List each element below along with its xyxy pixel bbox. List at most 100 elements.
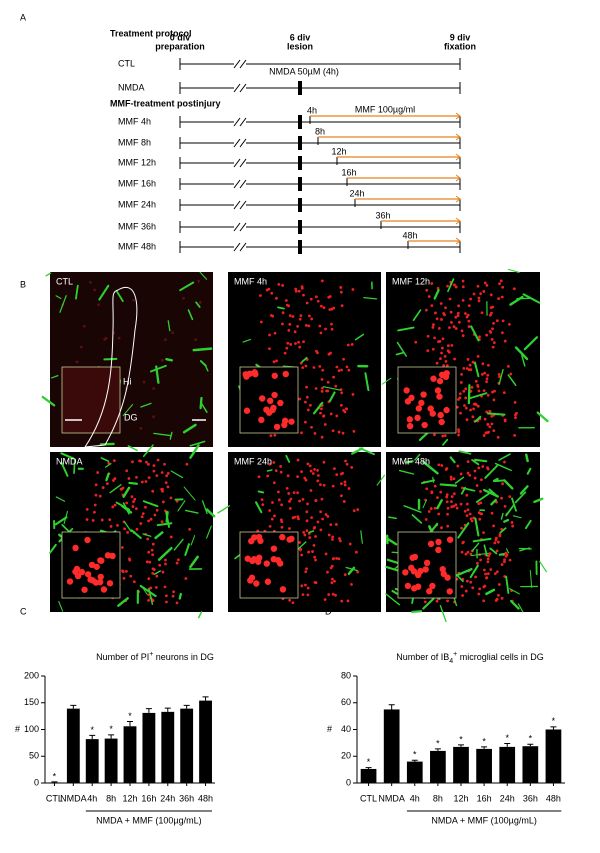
red-cell bbox=[446, 599, 450, 603]
image-label: MMF 48h bbox=[392, 456, 430, 466]
red-cell bbox=[450, 321, 453, 324]
x-tick-label: 4h bbox=[410, 793, 420, 803]
inset-cell bbox=[446, 588, 453, 595]
red-cell bbox=[321, 368, 325, 372]
green-cell bbox=[436, 499, 443, 510]
red-cell bbox=[125, 570, 128, 573]
red-cell bbox=[465, 514, 469, 517]
green-cell bbox=[98, 284, 110, 301]
red-cell bbox=[464, 312, 467, 315]
inset-cell bbox=[422, 566, 429, 573]
lesion-bar bbox=[298, 156, 302, 170]
red-cell bbox=[439, 490, 443, 494]
red-cell bbox=[454, 503, 458, 507]
red-cell bbox=[485, 410, 489, 414]
red-cell bbox=[304, 364, 308, 368]
line bbox=[233, 83, 241, 93]
green-cell bbox=[485, 588, 496, 596]
red-cell bbox=[497, 372, 501, 376]
red-cell bbox=[94, 493, 98, 497]
green-cell bbox=[505, 575, 510, 594]
inset-cell bbox=[100, 586, 108, 593]
red-cell bbox=[85, 518, 89, 521]
green-cell bbox=[433, 288, 440, 300]
red-cell bbox=[184, 577, 188, 580]
green-cell bbox=[199, 401, 208, 413]
red-cell bbox=[147, 550, 151, 554]
green-cell bbox=[514, 346, 529, 361]
red-cell bbox=[440, 351, 443, 355]
inset-cell bbox=[270, 404, 277, 412]
red-cell bbox=[304, 583, 307, 587]
green-cell bbox=[403, 505, 422, 513]
red-cell bbox=[288, 507, 292, 510]
red-cell bbox=[309, 489, 313, 492]
arrow-head bbox=[455, 153, 461, 161]
red-cell bbox=[490, 337, 494, 341]
green-cell bbox=[524, 519, 532, 530]
red-cell bbox=[307, 324, 311, 328]
red-cell bbox=[488, 409, 492, 413]
green-cell bbox=[519, 485, 529, 495]
red-cell bbox=[467, 304, 471, 308]
inset-cell bbox=[253, 580, 260, 587]
green-cell bbox=[503, 479, 514, 490]
red-cell bbox=[146, 537, 150, 541]
bar bbox=[360, 768, 377, 783]
significance: * bbox=[90, 725, 94, 735]
inset-cell bbox=[257, 537, 264, 545]
red-cell bbox=[486, 560, 490, 564]
inset-cell bbox=[267, 397, 274, 404]
red-cell bbox=[498, 375, 501, 379]
red-cell bbox=[498, 533, 502, 536]
inset-cell bbox=[84, 536, 91, 544]
y-tick-label: 0 bbox=[346, 777, 351, 787]
mmf-delay: 12h bbox=[331, 146, 346, 156]
green-cell bbox=[242, 338, 252, 343]
red-cell bbox=[169, 535, 173, 539]
red-cell bbox=[490, 511, 494, 515]
red-cell bbox=[493, 541, 497, 545]
image-label: MMF 4h bbox=[234, 276, 267, 286]
green-cell bbox=[469, 564, 479, 579]
red-cell bbox=[298, 541, 302, 544]
red-cell bbox=[194, 338, 198, 342]
inset-cell bbox=[73, 565, 81, 573]
red-cell bbox=[305, 510, 309, 514]
green-cell bbox=[165, 510, 169, 523]
bar bbox=[430, 750, 446, 783]
red-cell bbox=[469, 297, 473, 301]
inset-cell bbox=[248, 537, 255, 545]
green-cell bbox=[122, 403, 134, 417]
green-cell bbox=[130, 529, 142, 539]
red-cell bbox=[299, 314, 303, 318]
red-cell bbox=[478, 587, 482, 591]
timepoint-label: preparation bbox=[155, 41, 205, 51]
red-cell bbox=[322, 306, 326, 310]
green-cell bbox=[507, 374, 517, 386]
red-cell bbox=[287, 329, 291, 332]
red-cell bbox=[436, 496, 439, 500]
red-cell bbox=[443, 354, 447, 358]
inset-cell bbox=[89, 577, 97, 584]
green-cell bbox=[189, 555, 199, 569]
red-cell bbox=[151, 553, 154, 557]
red-cell bbox=[477, 389, 481, 393]
inset-cell bbox=[288, 535, 295, 543]
red-cell bbox=[296, 475, 299, 479]
inset-cell bbox=[97, 557, 104, 564]
red-cell bbox=[325, 389, 328, 393]
red-cell bbox=[468, 512, 472, 516]
green-cell bbox=[475, 492, 491, 503]
green-cell bbox=[199, 271, 208, 280]
red-cell bbox=[426, 334, 430, 338]
red-cell bbox=[446, 506, 450, 510]
red-cell bbox=[488, 425, 492, 429]
red-cell bbox=[490, 311, 493, 315]
red-cell bbox=[147, 476, 151, 480]
green-cell bbox=[58, 600, 64, 612]
micrograph bbox=[49, 444, 216, 619]
red-cell bbox=[329, 523, 333, 527]
red-cell bbox=[463, 404, 466, 407]
red-cell bbox=[291, 601, 295, 605]
